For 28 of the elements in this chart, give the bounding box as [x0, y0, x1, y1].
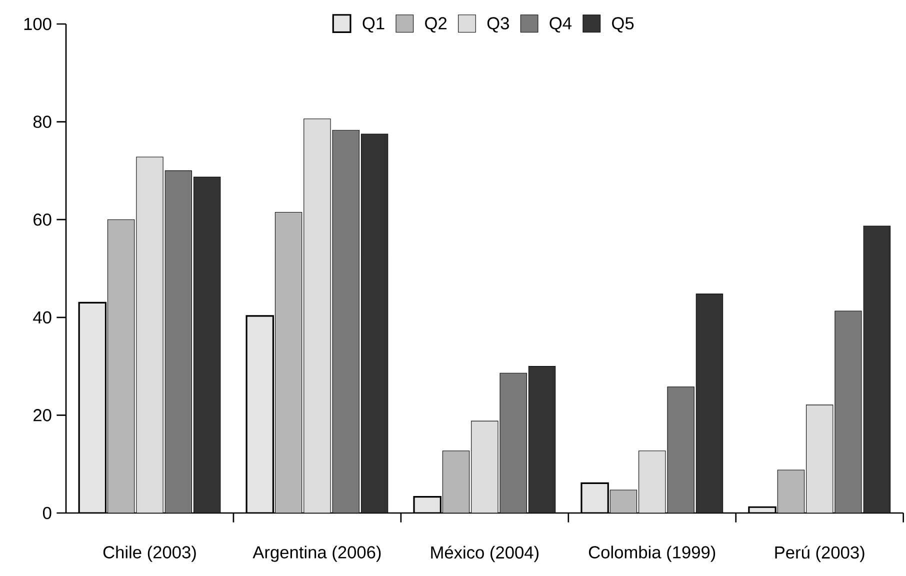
bar — [696, 294, 724, 513]
x-tick-label: Perú (2003) — [775, 546, 864, 562]
x-tick-label: Argentina (2006) — [252, 546, 381, 562]
bar — [442, 450, 470, 513]
bar — [610, 490, 638, 513]
bar — [777, 470, 805, 513]
legend-label: Q2 — [425, 17, 446, 33]
legend-label: Q1 — [362, 17, 384, 33]
x-tick-label: Chile (2003) — [103, 546, 196, 562]
x-tick-label: México (2004) — [431, 546, 538, 562]
bar — [360, 134, 388, 513]
bar — [863, 226, 891, 513]
y-tick-label: 100 — [24, 18, 52, 30]
y-tick-label: 80 — [33, 116, 52, 128]
legend-label: Q4 — [550, 17, 572, 33]
x-tick-label: Colombia (1999) — [588, 546, 716, 562]
y-tick-label: 20 — [34, 409, 52, 422]
bar — [246, 315, 274, 513]
y-tick-label: 60 — [34, 213, 52, 226]
legend-label: Q5 — [612, 17, 634, 33]
bar — [274, 212, 302, 513]
bar — [528, 366, 556, 513]
bar — [193, 176, 221, 513]
bar — [78, 302, 107, 513]
y-tick-label: 40 — [33, 311, 52, 324]
bar — [107, 219, 135, 513]
legend-label: Q3 — [487, 17, 509, 33]
y-tick-label: 0 — [42, 506, 52, 520]
